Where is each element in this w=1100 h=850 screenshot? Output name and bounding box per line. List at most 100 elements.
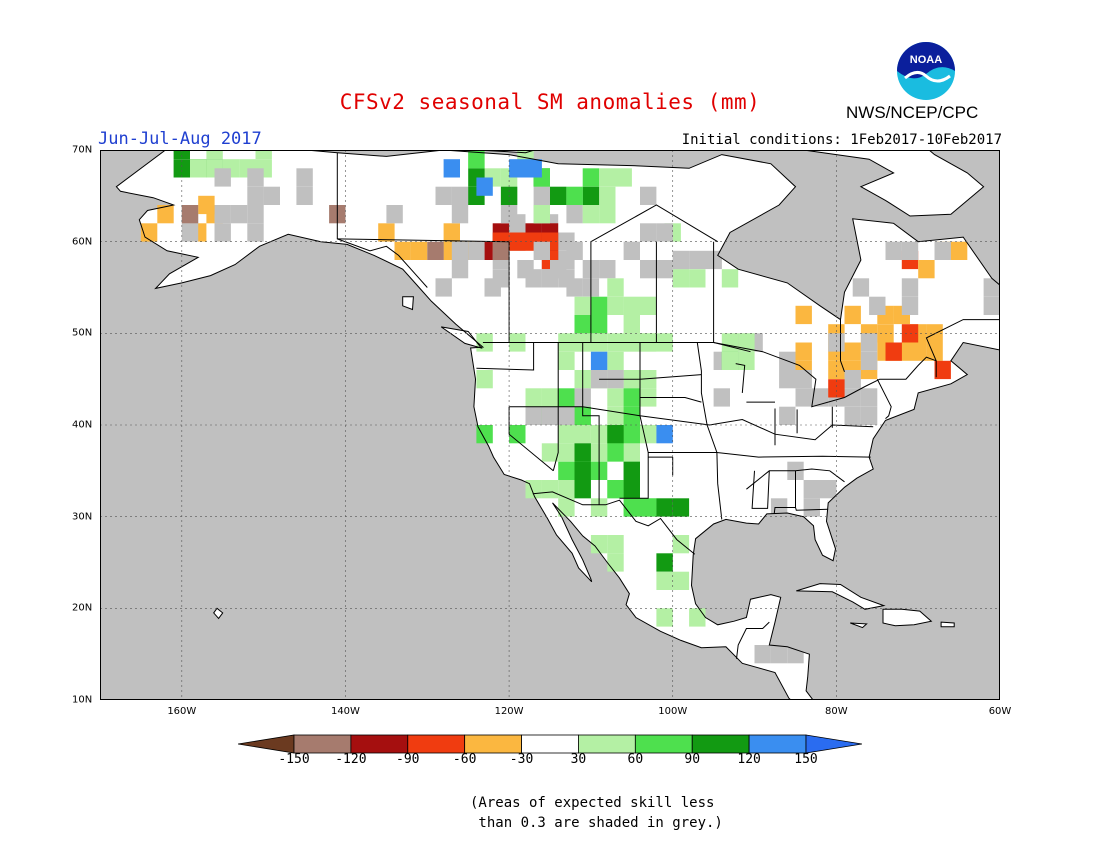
anomaly-cell bbox=[721, 269, 739, 288]
skill-note: (Areas of expected skill less than 0.3 a… bbox=[470, 795, 723, 831]
border-line bbox=[795, 507, 829, 511]
anomaly-cell bbox=[860, 406, 878, 425]
anomaly-cell bbox=[509, 159, 526, 178]
anomaly-cell bbox=[558, 351, 575, 370]
colorbar-box bbox=[691, 734, 750, 754]
anomaly-cell bbox=[263, 186, 280, 205]
coastline bbox=[440, 326, 483, 349]
anomaly-cell bbox=[640, 223, 657, 242]
anomaly-cell bbox=[623, 461, 640, 480]
anomaly-cell bbox=[640, 425, 657, 444]
anomaly-cell bbox=[852, 278, 870, 297]
lat-tick-label: 10N bbox=[72, 694, 93, 706]
anomaly-cell bbox=[484, 278, 501, 297]
colorbar-box bbox=[350, 734, 409, 754]
coastline bbox=[796, 583, 886, 610]
anomaly-cell bbox=[599, 168, 616, 187]
anomaly-cell bbox=[566, 186, 583, 205]
noaa-logo: NOAA bbox=[895, 40, 957, 102]
anomaly-cell bbox=[656, 571, 673, 590]
anomaly-cell bbox=[541, 480, 559, 499]
anomaly-cell bbox=[615, 168, 632, 187]
anomaly-cell bbox=[476, 370, 493, 389]
anomaly-cell bbox=[689, 250, 706, 270]
colorbar-label: 150 bbox=[794, 752, 818, 767]
anomaly-cell bbox=[181, 223, 199, 242]
anomaly-cell bbox=[607, 406, 624, 425]
anomaly-cell bbox=[910, 342, 927, 361]
anomaly-cell bbox=[640, 186, 657, 205]
anomaly-cell bbox=[754, 645, 771, 664]
colorbar-box bbox=[578, 734, 636, 754]
anomaly-cell bbox=[656, 260, 673, 279]
border-line bbox=[696, 342, 723, 520]
colorbar-label: 60 bbox=[627, 752, 644, 767]
anomaly-cell bbox=[656, 425, 673, 444]
anomaly-cell bbox=[934, 241, 951, 260]
anomaly-cell bbox=[689, 269, 706, 288]
colorbar-arrow-high bbox=[805, 734, 862, 754]
anomaly-cell bbox=[983, 278, 1000, 297]
anomaly-cell bbox=[738, 333, 755, 352]
anomaly-cell bbox=[599, 260, 616, 279]
lat-tick-label: 40N bbox=[72, 419, 93, 431]
anomaly-cell bbox=[672, 498, 690, 517]
anomaly-cell bbox=[672, 571, 690, 590]
border-line bbox=[590, 204, 718, 243]
anomaly-cell bbox=[190, 159, 207, 178]
border-line bbox=[746, 468, 845, 490]
anomaly-cell bbox=[296, 168, 313, 187]
coastline bbox=[850, 622, 868, 629]
anomaly-cell bbox=[721, 351, 739, 370]
anomaly-cell bbox=[844, 370, 861, 389]
anomaly-cell bbox=[738, 351, 755, 370]
land-polygon bbox=[803, 150, 984, 216]
anomaly-cell bbox=[828, 360, 845, 380]
anomaly-cell bbox=[525, 159, 542, 178]
anomaly-cell bbox=[901, 296, 919, 315]
colorbar-box bbox=[293, 734, 352, 754]
lon-tick-label: 120W bbox=[494, 706, 524, 717]
lon-tick-label: 140W bbox=[330, 706, 360, 717]
anomaly-cell bbox=[435, 278, 452, 297]
anomaly-cell bbox=[214, 168, 231, 187]
anomaly-cell bbox=[541, 443, 559, 462]
anomaly-cell bbox=[198, 195, 215, 215]
border-line bbox=[532, 491, 696, 555]
border-line bbox=[751, 470, 770, 509]
anomaly-cell bbox=[541, 406, 559, 425]
anomaly-cell bbox=[558, 388, 575, 407]
anomaly-cell bbox=[656, 223, 673, 242]
anomaly-cell bbox=[206, 150, 223, 160]
border-line bbox=[648, 452, 871, 458]
anomaly-cell bbox=[427, 241, 444, 260]
anomaly-cell bbox=[533, 205, 550, 224]
anomaly-cell bbox=[378, 223, 395, 242]
anomaly-cell bbox=[476, 177, 493, 196]
border-line bbox=[336, 152, 428, 288]
anomaly-cell bbox=[934, 360, 951, 380]
anomaly-cell bbox=[541, 388, 559, 407]
anomaly-cell bbox=[901, 241, 919, 260]
colorbar-box bbox=[748, 734, 807, 754]
coastline bbox=[940, 621, 955, 628]
anomaly-cell bbox=[451, 260, 469, 279]
anomaly-cell bbox=[386, 205, 403, 224]
anomaly-cell bbox=[582, 168, 600, 187]
anomaly-cell bbox=[869, 296, 886, 315]
anomaly-cell bbox=[623, 296, 640, 315]
anomaly-cell bbox=[656, 553, 673, 572]
anomaly-cell bbox=[640, 370, 657, 389]
anomaly-cell bbox=[566, 241, 583, 260]
land-polygon bbox=[441, 326, 482, 348]
anomaly-cell bbox=[795, 388, 812, 407]
anomaly-cell bbox=[672, 269, 690, 288]
anomaly-cell bbox=[525, 406, 542, 425]
anomaly-cell bbox=[770, 645, 788, 664]
anomaly-cell bbox=[574, 425, 591, 444]
anomaly-cell bbox=[443, 223, 460, 242]
anomaly-cell bbox=[247, 205, 264, 224]
anomaly-cell bbox=[623, 443, 640, 462]
colorbar-arrow-low bbox=[238, 734, 295, 754]
anomaly-cell bbox=[492, 241, 510, 260]
